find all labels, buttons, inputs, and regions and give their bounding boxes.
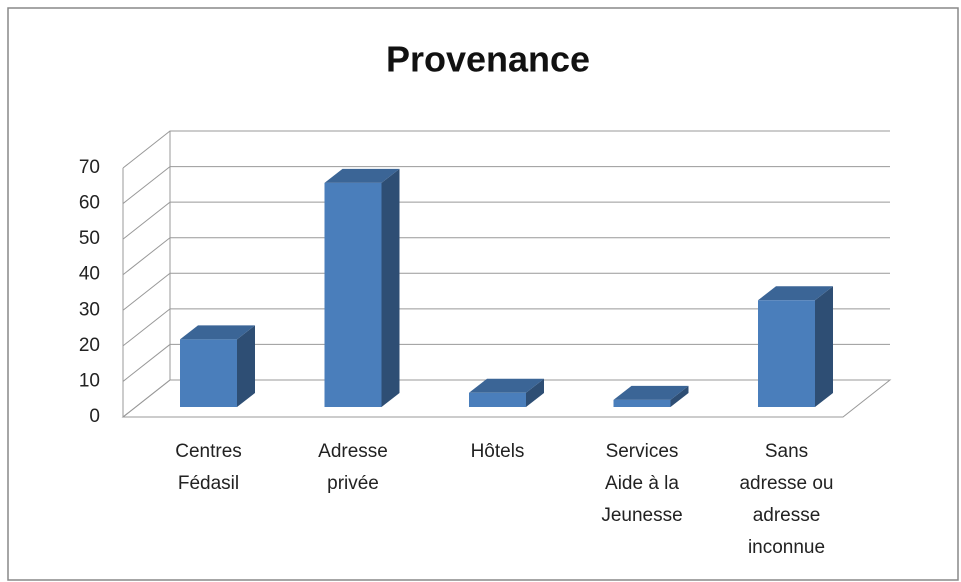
y-tick-label: 20 — [79, 335, 100, 356]
bar — [469, 392, 526, 407]
bar — [324, 182, 382, 407]
x-tick-label: Sans adresse ou adresse inconnue — [739, 441, 834, 558]
bar — [613, 399, 671, 407]
y-tick-label: 0 — [89, 406, 100, 427]
grid-line — [122, 379, 890, 418]
x-tick-label: Adresse privée — [318, 441, 388, 494]
bar-side — [815, 286, 833, 407]
y-tick-label: 70 — [79, 157, 100, 178]
grid-line — [122, 237, 890, 276]
y-tick-label: 10 — [79, 370, 100, 391]
y-tick-label: 60 — [79, 193, 100, 214]
y-tick-label: 50 — [79, 228, 100, 249]
x-tick-label: Hôtels — [470, 441, 525, 462]
grid-line — [122, 130, 890, 169]
grid-line — [122, 166, 890, 204]
bar-top — [613, 385, 689, 400]
bar-side — [381, 168, 400, 407]
grid-line — [122, 201, 890, 240]
grid-line — [122, 272, 890, 311]
bar — [758, 300, 815, 407]
grid-line — [122, 343, 890, 382]
bar-top — [180, 325, 255, 340]
grid-line — [122, 308, 890, 347]
bar-side — [670, 385, 689, 407]
y-tick-label: 40 — [79, 264, 100, 285]
bar-top — [469, 378, 544, 393]
bar-top — [758, 286, 833, 301]
bar — [180, 339, 237, 407]
x-tick-label: Centres Fédasil — [175, 441, 242, 494]
chart-title: Provenance — [386, 39, 590, 80]
y-tick-label: 30 — [79, 299, 100, 320]
bar-top — [324, 168, 400, 183]
bar-side — [526, 378, 544, 407]
x-tick-label: Services Aide à la Jeunesse — [601, 441, 683, 526]
bar-side — [237, 325, 255, 407]
